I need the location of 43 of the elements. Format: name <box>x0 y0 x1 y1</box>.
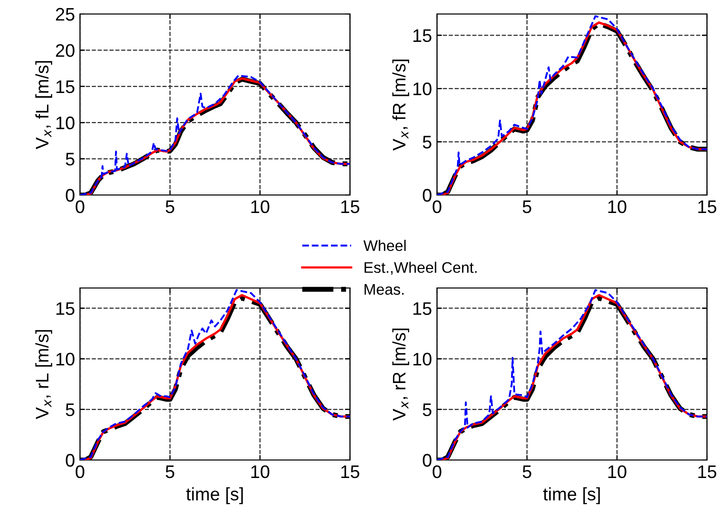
x-tick-label: 5 <box>522 200 532 214</box>
x-tick-label: 15 <box>341 466 360 478</box>
y-tick-label: 10 <box>413 82 432 96</box>
x-tick-label: 5 <box>166 200 174 214</box>
y-tick-label: 0 <box>422 454 432 467</box>
x-axis-title: time [s] <box>186 487 243 504</box>
x-tick-label: 0 <box>76 465 84 478</box>
x-axis-title: time [s] <box>543 487 600 504</box>
legend-label: Meas. <box>364 284 404 295</box>
y-tick-label: 0 <box>66 454 74 467</box>
x-tick-label: 10 <box>608 465 626 478</box>
x-tick-label: 0 <box>76 200 84 214</box>
legend-label: Wheel <box>363 240 406 252</box>
y-tick-label: 5 <box>66 404 74 416</box>
x-tick-label: 0 <box>432 200 442 214</box>
x-tick-label: 15 <box>341 200 360 214</box>
y-tick-label: 10 <box>413 352 432 366</box>
x-tick-label: 5 <box>166 466 174 478</box>
y-axis-title: V$_{x}$, rL [m/s] <box>35 330 52 420</box>
y-tick-label: 15 <box>413 29 432 42</box>
x-tick-label: 15 <box>698 466 716 478</box>
y-tick-label: 25 <box>56 8 74 21</box>
legend-label: Est.,Wheel Cent. <box>364 262 477 275</box>
y-tick-label: 5 <box>422 136 432 148</box>
x-tick-label: 15 <box>698 200 716 214</box>
y-tick-label: 0 <box>422 188 432 202</box>
x-tick-label: 10 <box>608 200 626 214</box>
y-tick-label: 15 <box>56 302 74 315</box>
y-tick-label: 5 <box>66 152 74 166</box>
y-tick-label: 5 <box>422 404 432 416</box>
x-tick-label: 5 <box>522 466 532 478</box>
y-tick-label: 15 <box>413 302 432 315</box>
y-axis-title: V$_{x}$, fL [m/s] <box>35 61 52 150</box>
x-tick-label: 10 <box>251 200 270 214</box>
y-tick-label: 15 <box>56 80 74 94</box>
y-axis-title: V$_{x}$, fR [m/s] <box>392 60 410 151</box>
x-tick-label: 10 <box>251 465 270 478</box>
x-tick-label: 0 <box>432 465 442 478</box>
y-tick-label: 0 <box>66 188 74 202</box>
y-axis-title: V$_{x}$, rR [m/s] <box>392 328 410 421</box>
y-tick-label: 10 <box>56 352 74 366</box>
y-tick-label: 10 <box>56 116 74 130</box>
y-tick-label: 20 <box>56 44 74 57</box>
